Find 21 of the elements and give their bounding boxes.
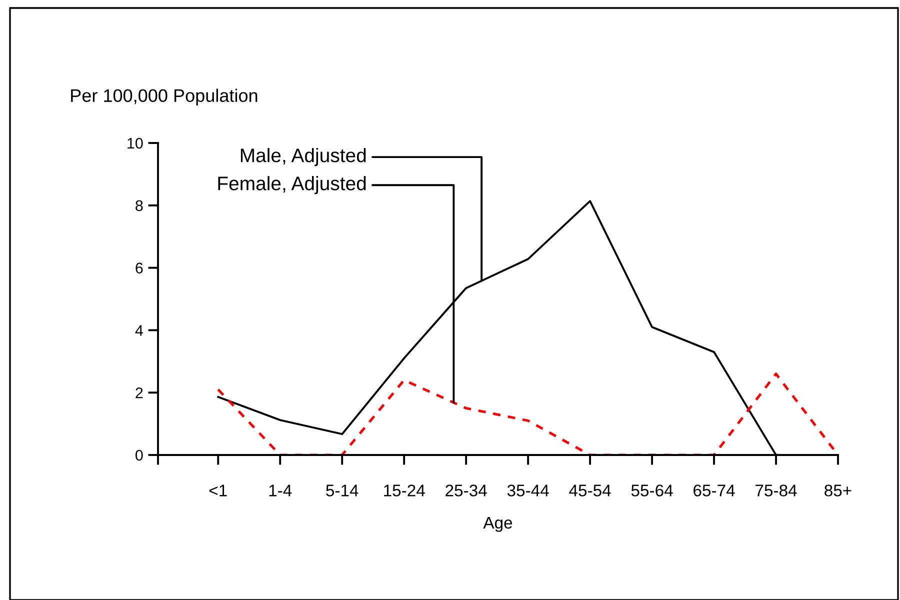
x-tick-label: 15-24 <box>384 484 425 496</box>
x-tick-label: 1-4 <box>269 484 292 496</box>
y-tick-label: 10 <box>128 138 143 149</box>
x-tick-label: 75-84 <box>756 484 797 496</box>
y-tick-label: 8 <box>136 200 143 212</box>
y-tick-label: 4 <box>135 325 143 336</box>
text: Female, Adjusted <box>218 176 366 194</box>
x-tick-label: 35-44 <box>507 484 549 496</box>
x-tick-label: 5-14 <box>326 484 358 496</box>
x-axis-title: Age <box>483 516 512 532</box>
y-tick-label: 2 <box>136 387 143 398</box>
x-tick-label: 55-64 <box>631 484 673 496</box>
x-tick-label: <1 <box>209 484 227 496</box>
y-tick-label: 0 <box>136 450 143 461</box>
x-tick-label: 65-74 <box>694 484 735 496</box>
x-tick-label: 25-34 <box>446 484 487 496</box>
y-axis-title: Per 100,000 Population <box>71 88 258 106</box>
x-tick-label: 85+ <box>824 484 852 496</box>
x-tick-label: 45-54 <box>569 484 611 496</box>
y-tick-label: 6 <box>136 262 143 274</box>
text: Male, Adjusted <box>240 148 366 166</box>
